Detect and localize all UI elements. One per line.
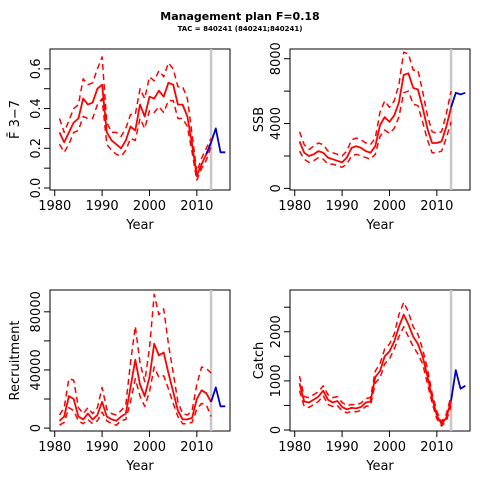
ssb-estimate-line [298, 72, 452, 164]
catch-y-tick-label: 1000 [269, 364, 284, 397]
fbar-lower-line [58, 97, 212, 181]
catch-y-tick-label: 2000 [269, 315, 284, 348]
catch-estimate-line [298, 313, 452, 426]
catch-lower-line [298, 326, 452, 427]
fbar-y-tick-label: 0.0 [29, 178, 44, 199]
catch-forecast-line [450, 369, 466, 401]
fbar-y-tick-label: 0.6 [29, 59, 44, 80]
fbar-y-tick-label: 0.4 [29, 98, 44, 119]
fbar-x-tick-label: 2000 [133, 199, 166, 214]
catch-x-tick-label: 1980 [278, 440, 311, 455]
ssb-lower-line [298, 90, 452, 169]
catch-y-axis-label: Catch [252, 342, 267, 380]
ssb-x-tick-label: 1990 [326, 199, 359, 214]
fbar-y-axis-label: F̄ 3−7 [8, 100, 23, 139]
recruitment-estimate-line [58, 342, 212, 422]
catch-x-axis-label: Year [365, 459, 394, 474]
ssb-x-tick-label: 2010 [420, 199, 453, 214]
catch-x-tick-label: 2010 [420, 440, 453, 455]
catch-upper-line [298, 301, 452, 423]
fbar-x-tick-label: 1980 [38, 199, 71, 214]
catch-x-tick-label: 2000 [373, 440, 406, 455]
recruitment-y-tick-label: 40000 [29, 349, 44, 390]
recruitment-upper-line [58, 293, 212, 416]
figure-title: Management plan F=0.18 [160, 10, 319, 23]
fbar-forecast-line [205, 127, 226, 155]
ssb-y-tick-label: 4000 [269, 107, 284, 140]
catch-x-tick-label: 1990 [326, 440, 359, 455]
recruitment-x-axis-label: Year [125, 459, 154, 474]
fbar-estimate-line [58, 81, 212, 178]
recruitment-y-axis-label: Recruitment [8, 321, 23, 401]
fbar-plot-frame [49, 48, 231, 191]
recruitment-y-tick-label: 80000 [29, 291, 44, 332]
figure-subtitle: TAC = 840241 (840241;840241) [178, 25, 303, 33]
recruitment-y-tick-label: 0 [29, 424, 44, 432]
ssb-x-tick-label: 2000 [373, 199, 406, 214]
fbar-panel: 1980 1990 2000 2010 0.0 0.2 0.4 0.6 Year F̄ 3−7 [8, 48, 231, 233]
fbar-upper-line [58, 56, 212, 173]
recruitment-x-tick-label: 1990 [86, 440, 119, 455]
catch-panel: 1980 1990 2000 2010 0 1000 2000 Year Catch [252, 289, 471, 474]
fbar-x-axis-label: Year [125, 218, 154, 233]
recruitment-panel: 1980 1990 2000 2010 0 40000 80000 Year Recruitme… [8, 289, 231, 474]
ssb-x-tick-label: 1980 [278, 199, 311, 214]
recruitment-lower-line [59, 366, 212, 426]
ssb-x-axis-label: Year [365, 218, 394, 233]
ssb-y-tick-label: 8000 [269, 42, 284, 75]
recruitment-plot-frame [49, 289, 231, 432]
ssb-plot-frame [289, 48, 471, 191]
ssb-forecast-line [450, 91, 466, 108]
recruitment-x-tick-label: 2010 [180, 440, 213, 455]
catch-y-tick-label: 0 [269, 426, 284, 434]
ssb-y-tick-label: 0 [269, 184, 284, 192]
recruitment-x-tick-label: 1980 [38, 440, 71, 455]
fbar-x-tick-label: 2010 [180, 199, 213, 214]
ssb-y-axis-label: SSB [252, 107, 267, 132]
catch-plot-frame [289, 289, 471, 432]
ssb-panel: 1980 1990 2000 2010 0 4000 8000 Year SSB [252, 42, 471, 233]
fbar-x-tick-label: 1990 [86, 199, 119, 214]
fbar-y-tick-label: 0.2 [29, 138, 44, 159]
recruitment-forecast-line [210, 386, 226, 408]
recruitment-x-tick-label: 2000 [133, 440, 166, 455]
